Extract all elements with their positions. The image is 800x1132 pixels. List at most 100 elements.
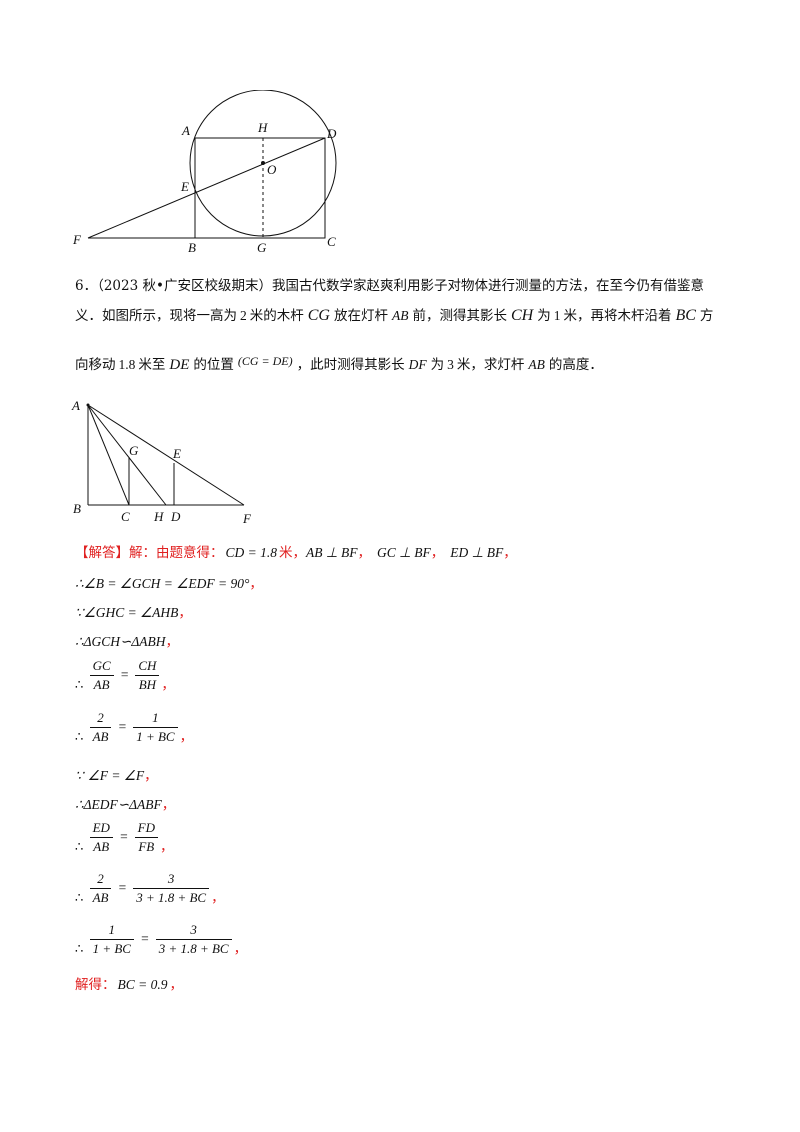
den-ab-3: AB [93, 839, 110, 854]
step-2-comma: ， [178, 605, 192, 621]
step-right-angles: ∴∠B = ∠GCH = ∠EDF = 90°， [75, 572, 263, 592]
t2k: 米，再将木杆沿着 [563, 308, 672, 324]
eq-2: = [117, 719, 127, 734]
t3h: DF [408, 357, 427, 372]
num-1b: 1 [89, 922, 134, 940]
t3c: 米至 [138, 357, 166, 373]
den-ab-2: AB [92, 729, 109, 744]
therefore-1: ∴ [75, 678, 84, 693]
t2j: 1 [553, 308, 561, 323]
geometry-figure-circle: A H D O E F B G C [72, 90, 337, 255]
because-sym: ∵ [75, 768, 84, 783]
step-3-comma: ， [165, 634, 180, 650]
eq-4: = [117, 880, 127, 895]
label-o: O [267, 162, 277, 177]
segment-af [87, 404, 245, 506]
label-a2: A [71, 398, 80, 413]
comma-1: ， [357, 545, 372, 561]
num-2: 2 [89, 710, 112, 728]
cd-value: CD = 1.8 [225, 545, 278, 560]
answer-tag: 【解答】 [75, 545, 129, 561]
den-1bc-b: 1 + BC [92, 941, 131, 956]
problem-source: （2023 秋•广安区校级期末） [97, 278, 272, 294]
problem-line-2: 义．如图所示，现将一高为 2 米的木杆 CG 放在灯杆 AB 前，测得其影长 CH 为 1 米，再将… [75, 302, 740, 330]
den-fb: FB [138, 839, 155, 854]
fraction-fd-fb: FD FB [134, 820, 158, 855]
t3k: 米，求灯杆 [456, 357, 525, 373]
t3i: 为 [430, 357, 445, 373]
comma-r1: ， [161, 677, 175, 693]
t2f: AB [391, 308, 409, 323]
comma-r5: ， [233, 941, 248, 957]
fraction-gc-ab: GC AB [89, 658, 114, 693]
t3f: (CG = DE) [237, 354, 293, 368]
label-d: D [326, 126, 337, 141]
problem-text-1: 我国古代数学家赵爽利用影子对物体进行测量的方法，在至今仍有借鉴意 [271, 278, 704, 294]
t2i: 为 [537, 308, 551, 324]
den-ab: AB [93, 677, 110, 692]
therefore-5: ∴ [75, 942, 84, 957]
num-ch: CH [135, 658, 160, 676]
perp-ed: ED ⊥ BF [450, 545, 504, 560]
label-b2: B [73, 501, 81, 516]
step-2-text: ∵∠GHC = ∠AHB [75, 605, 179, 620]
label-h: H [257, 120, 268, 135]
label-a: A [181, 123, 190, 138]
step-5-text: ∴ΔEDF∽ΔABF [75, 797, 162, 812]
step-ratio-3: ∴ ED AB = FD FB， [75, 820, 173, 855]
num-2b: 2 [89, 871, 112, 889]
label-g: G [257, 240, 267, 255]
problem-statement: 6．（2023 秋•广安区校级期末）我国古代数学家赵爽利用影子对物体进行测量的方… [75, 273, 740, 379]
t3a: 向移动 [75, 357, 116, 373]
t2b: 2 [240, 308, 247, 323]
step-ratio-1: ∴ GC AB = CH BH， [75, 658, 175, 693]
label-b: B [188, 240, 196, 255]
den-ab-4: AB [92, 890, 109, 905]
eq-1: = [119, 667, 130, 682]
t3l: AB [528, 357, 545, 372]
segment-ac [87, 404, 130, 506]
num-3b: 3 [155, 922, 232, 940]
t3j: 3 [447, 357, 454, 372]
step-5-comma: ， [161, 797, 176, 813]
final-value: BC = 0.9 [117, 977, 168, 992]
label-e: E [180, 179, 189, 194]
t3e: 的位置 [193, 357, 234, 373]
eq-5: = [140, 931, 150, 946]
unit-mi: 米， [279, 545, 306, 561]
step-4-comma: ， [144, 768, 158, 784]
final-label: 解得： [75, 977, 116, 993]
fraction-ch-bh: CH BH [135, 658, 160, 693]
label-g2: G [129, 443, 139, 458]
t3g: ，此时测得其影长 [296, 357, 405, 373]
t3d: DE [169, 357, 190, 373]
segment-ah [87, 404, 167, 506]
step-1-text: ∴∠B = ∠GCH = ∠EDF = 90° [75, 576, 250, 591]
fraction-2-ab-b: 2 AB [89, 871, 112, 906]
num-1: 1 [133, 710, 178, 728]
center-dot-o [261, 161, 265, 165]
therefore-3: ∴ [75, 840, 84, 855]
num-3: 3 [133, 871, 210, 889]
geometry-figure-lamppost: A G E B C H D F [71, 398, 252, 526]
perp-gc: GC ⊥ BF [377, 545, 431, 560]
step-4-text: ∠F = ∠F [87, 768, 145, 783]
step-1-comma: ， [249, 576, 263, 592]
final-comma: ， [169, 977, 184, 993]
step-common-angle: ∵ ∠F = ∠F， [75, 764, 158, 784]
solution-intro: 【解答】解：由题意得： CD = 1.8 米，AB ⊥ BF， GC ⊥ BF， ED … [75, 541, 517, 561]
t2g: 前，测得其影长 [412, 308, 507, 324]
line-fd [87, 137, 326, 239]
num-fd: FD [134, 820, 158, 838]
step-3-text: ∴ΔGCH∽ΔABH [75, 634, 166, 649]
apex-dot [86, 403, 90, 407]
problem-line-3: 向移动 1.8 米至 DE 的位置 (CG = DE) ，此时测得其影长 DF 为 3 米，求灯杆 A… [75, 348, 740, 379]
step-similar-1: ∴ΔGCH∽ΔABH， [75, 630, 179, 650]
label-f: F [72, 232, 82, 247]
den-bh: BH [138, 677, 157, 692]
